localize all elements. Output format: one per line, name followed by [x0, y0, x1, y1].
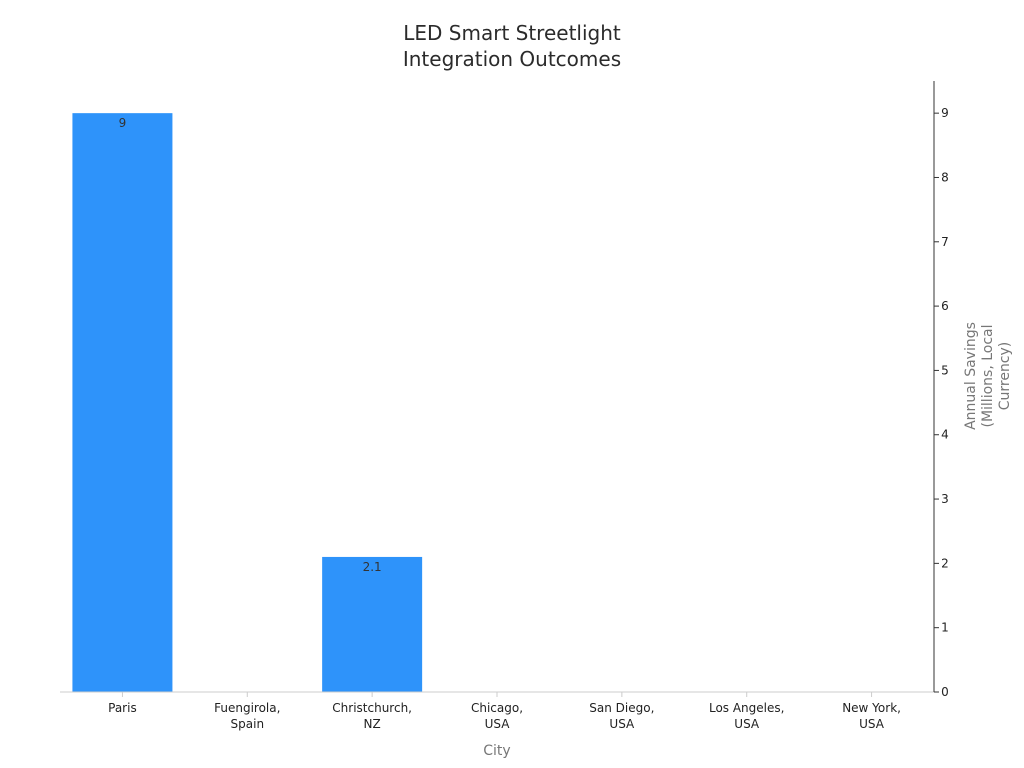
x-axis-title: City	[483, 743, 510, 759]
x-tick-label: Spain	[231, 717, 265, 731]
x-tick-label: USA	[734, 717, 760, 731]
y-tick-label: 2	[941, 556, 949, 570]
x-tick-label: NZ	[364, 717, 381, 731]
x-tick-label: USA	[859, 717, 885, 731]
y-tick-label: 4	[941, 428, 949, 442]
y-tick-label: 6	[941, 299, 949, 313]
y-tick-label: 1	[941, 621, 949, 635]
x-tick-label: San Diego,	[589, 701, 654, 715]
y-tick-labels: 0 1 2 3 4 5 6 7 8 9	[934, 106, 949, 699]
y-tick-label: 5	[941, 363, 949, 377]
chart-title-line: LED Smart Streetlight	[403, 21, 621, 45]
y-axis-title-line: Annual Savings	[963, 322, 979, 430]
y-tick-label: 0	[941, 685, 949, 699]
x-tick-labels: Paris Fuengirola, Spain Christchurch, NZ Chic…	[108, 692, 901, 731]
y-axis-title-line: Currency)	[997, 342, 1013, 411]
x-tick-label: Paris	[108, 701, 137, 715]
bar	[322, 556, 423, 692]
x-tick-label: Christchurch,	[332, 701, 412, 715]
y-axis-title: Annual Savings (Millions, Local Currency)	[963, 322, 1013, 430]
x-tick-label: New York,	[842, 701, 901, 715]
x-tick-label: Los Angeles,	[709, 701, 784, 715]
bar	[72, 113, 173, 692]
bars	[72, 113, 423, 692]
y-axis-title-line: (Millions, Local	[980, 324, 996, 427]
bar-data-label: 9	[119, 116, 127, 130]
y-tick-label: 7	[941, 235, 949, 249]
y-tick-label: 9	[941, 106, 949, 120]
x-tick-label: USA	[485, 717, 511, 731]
y-tick-label: 8	[941, 170, 949, 184]
x-tick-label: USA	[609, 717, 635, 731]
y-tick-label: 3	[941, 492, 949, 506]
x-tick-label: Chicago,	[471, 701, 523, 715]
bar-data-label: 2.1	[363, 560, 382, 574]
chart-title-line: Integration Outcomes	[403, 47, 621, 71]
data-labels: 92.1	[119, 116, 382, 574]
x-tick-label: Fuengirola,	[214, 701, 280, 715]
